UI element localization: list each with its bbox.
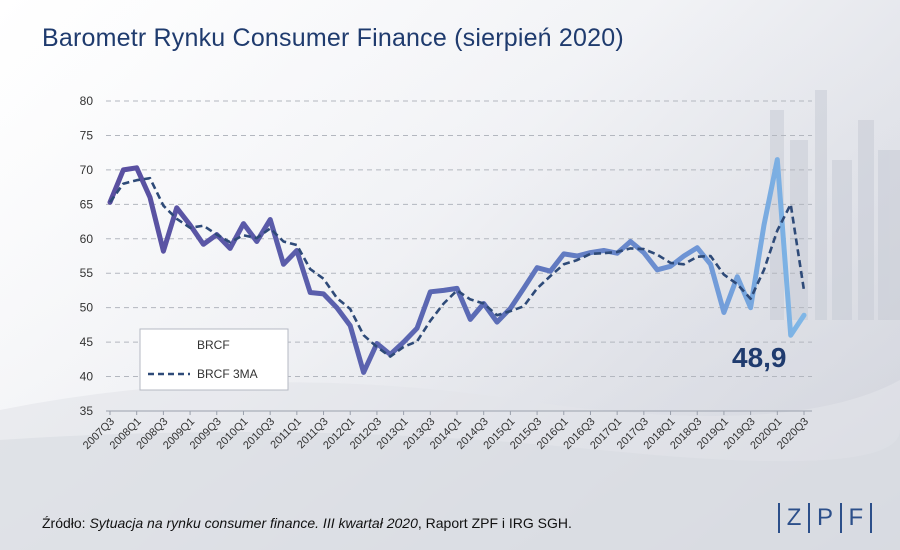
y-tick-label: 40 — [80, 370, 94, 384]
legend-box — [139, 328, 289, 391]
logo-letter-p: P — [816, 504, 833, 531]
y-tick-label: 50 — [80, 301, 94, 315]
source-rest: , Raport ZPF i IRG SGH. — [417, 515, 572, 531]
gridlines — [106, 100, 812, 378]
logo-divider — [808, 503, 811, 533]
legend-label-brcf: BRCF — [197, 338, 230, 352]
y-tick-label: 60 — [80, 232, 94, 246]
source-label: Źródło: — [42, 515, 90, 531]
zpf-logo: Z P F — [778, 498, 872, 538]
logo-letter-z: Z — [786, 504, 802, 531]
y-axis-ticks: 35 40 45 50 55 60 65 70 75 80 — [80, 94, 94, 418]
x-axis-ticks: 2007Q32008Q12008Q32009Q12009Q32010Q12010… — [81, 411, 811, 452]
series-lines — [107, 157, 807, 375]
series-brcf-3ma-line — [108, 176, 806, 358]
series-brcf-line — [107, 157, 807, 375]
y-tick-label: 75 — [80, 128, 94, 142]
logo-divider — [839, 503, 842, 533]
legend-label-brcf-3ma: BRCF 3MA — [197, 367, 258, 381]
page-title: Barometr Rynku Consumer Finance (sierpie… — [42, 24, 624, 52]
y-tick-label: 80 — [80, 94, 94, 108]
y-tick-label: 35 — [80, 404, 94, 418]
y-tick-label: 65 — [80, 197, 94, 211]
last-value-annotation: 48,9 — [732, 342, 787, 373]
logo-letter-f: F — [848, 504, 864, 531]
y-tick-label: 55 — [80, 266, 94, 280]
y-tick-label: 45 — [80, 335, 94, 349]
y-tick-label: 70 — [80, 163, 94, 177]
logo-divider — [778, 503, 780, 533]
source-title: Sytuacja na rynku consumer finance. III … — [89, 515, 418, 531]
legend: BRCF BRCF 3MA — [139, 328, 289, 391]
logo-divider — [869, 503, 872, 533]
source-note: Źródło: Sytuacja na rynku consumer finan… — [42, 515, 572, 531]
